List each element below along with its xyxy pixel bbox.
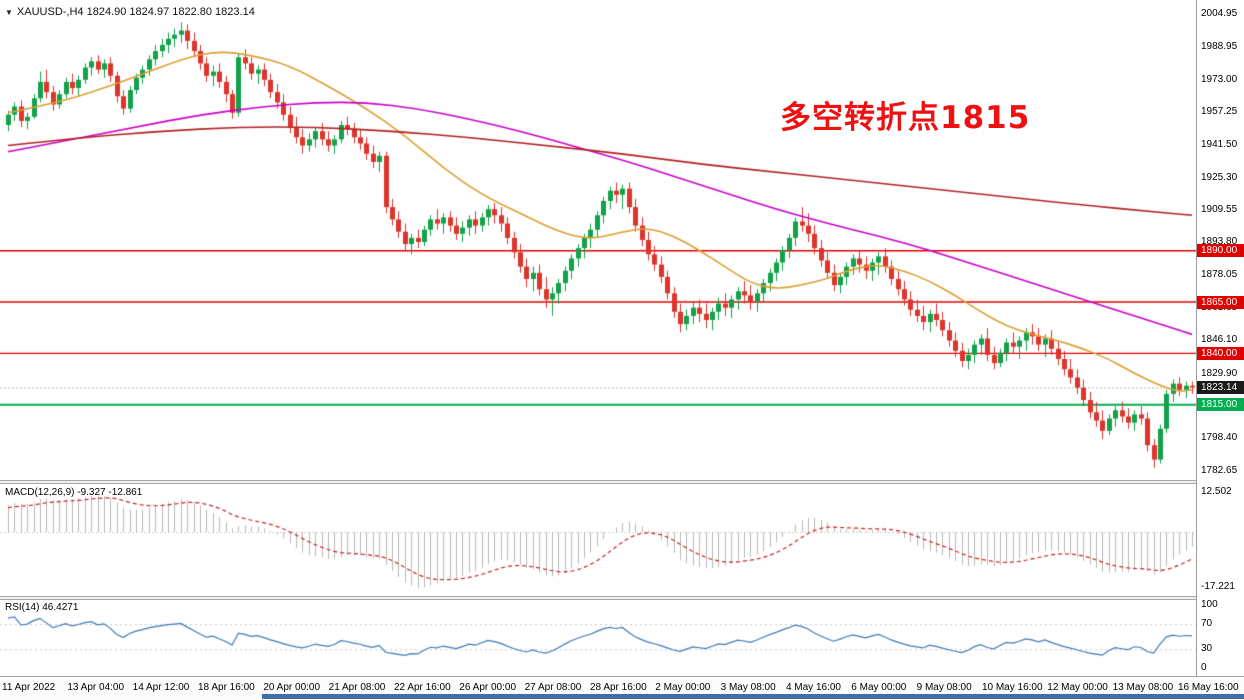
scale-label: -17.221 bbox=[1201, 580, 1235, 592]
candlestick-chart-canvas[interactable] bbox=[0, 0, 1196, 480]
time-label: 28 Apr 16:00 bbox=[589, 682, 647, 693]
time-label: 18 Apr 16:00 bbox=[197, 682, 255, 693]
scale-label: 1988.95 bbox=[1201, 41, 1238, 53]
hline-price-badge: 1815.00 bbox=[1197, 398, 1244, 412]
scale-label: 30 bbox=[1201, 643, 1213, 655]
time-label: 9 May 08:00 bbox=[916, 682, 972, 693]
time-label: 26 Apr 00:00 bbox=[459, 682, 517, 693]
macd-canvas[interactable] bbox=[0, 484, 1196, 596]
current-price-badge: 1823.14 bbox=[1197, 381, 1244, 395]
scale-divider bbox=[1196, 0, 1197, 676]
time-label: 11 Apr 2022 bbox=[2, 682, 56, 693]
price-scale[interactable]: 2004.95 1988.95 1973.00 1957.25 1941.50 1925.… bbox=[1197, 0, 1244, 676]
scale-label: 1782.65 bbox=[1201, 464, 1238, 476]
scale-label: 1846.10 bbox=[1201, 334, 1238, 346]
scale-label: 0 bbox=[1201, 662, 1207, 674]
symbol-marker-icon: ▼ bbox=[5, 8, 13, 17]
time-label: 10 May 16:00 bbox=[981, 682, 1043, 693]
time-label: 12 May 00:00 bbox=[1047, 682, 1108, 693]
scale-label: 1909.55 bbox=[1201, 204, 1238, 216]
macd-indicator-label: MACD(12,26,9) -9.327 -12.861 bbox=[5, 487, 143, 498]
time-label: 22 Apr 16:00 bbox=[393, 682, 451, 693]
scale-label: 1878.05 bbox=[1201, 268, 1238, 280]
scale-label: 1829.90 bbox=[1201, 367, 1238, 379]
time-label: 16 May 16:00 bbox=[1177, 682, 1239, 693]
time-label: 27 Apr 08:00 bbox=[524, 682, 582, 693]
time-label: 4 May 16:00 bbox=[785, 682, 841, 693]
scale-label: 70 bbox=[1201, 618, 1213, 630]
rsi-canvas[interactable] bbox=[0, 600, 1196, 675]
scale-label: 1957.25 bbox=[1201, 106, 1238, 118]
scale-label: 100 bbox=[1201, 599, 1218, 611]
time-label: 6 May 00:00 bbox=[851, 682, 907, 693]
ohlc-readout: XAUUSD-,H4 1824.90 1824.97 1822.80 1823.… bbox=[16, 6, 255, 18]
scale-label: 1941.50 bbox=[1201, 138, 1238, 150]
hline-price-badge: 1865.00 bbox=[1197, 295, 1244, 309]
scale-label: 1973.00 bbox=[1201, 73, 1238, 85]
time-label: 3 May 08:00 bbox=[720, 682, 776, 693]
scale-label: 12.502 bbox=[1201, 486, 1232, 498]
chart-annotation[interactable]: 多空转折点1815 bbox=[780, 100, 1031, 136]
panel-separator[interactable] bbox=[0, 596, 1244, 600]
time-label: 21 Apr 08:00 bbox=[328, 682, 386, 693]
hline-price-badge: 1840.00 bbox=[1197, 346, 1244, 360]
time-label: 2 May 00:00 bbox=[655, 682, 711, 693]
time-label: 20 Apr 00:00 bbox=[263, 682, 321, 693]
time-label: 14 Apr 12:00 bbox=[132, 682, 190, 693]
time-label: 13 Apr 04:00 bbox=[67, 682, 125, 693]
scale-label: 2004.95 bbox=[1201, 8, 1238, 20]
chart-header: ▼ XAUUSD-,H4 1824.90 1824.97 1822.80 1823… bbox=[5, 6, 255, 18]
scale-label: 1893.80 bbox=[1201, 236, 1238, 248]
panel-separator[interactable] bbox=[0, 480, 1244, 484]
h-scrollbar[interactable] bbox=[262, 694, 1244, 699]
scale-label: 1925.30 bbox=[1201, 171, 1238, 183]
time-label: 13 May 08:00 bbox=[1112, 682, 1174, 693]
rsi-indicator-label: RSI(14) 46.4271 bbox=[5, 602, 79, 613]
scale-label: 1798.40 bbox=[1201, 432, 1238, 444]
hline-price-badge: 1890.00 bbox=[1197, 244, 1244, 258]
